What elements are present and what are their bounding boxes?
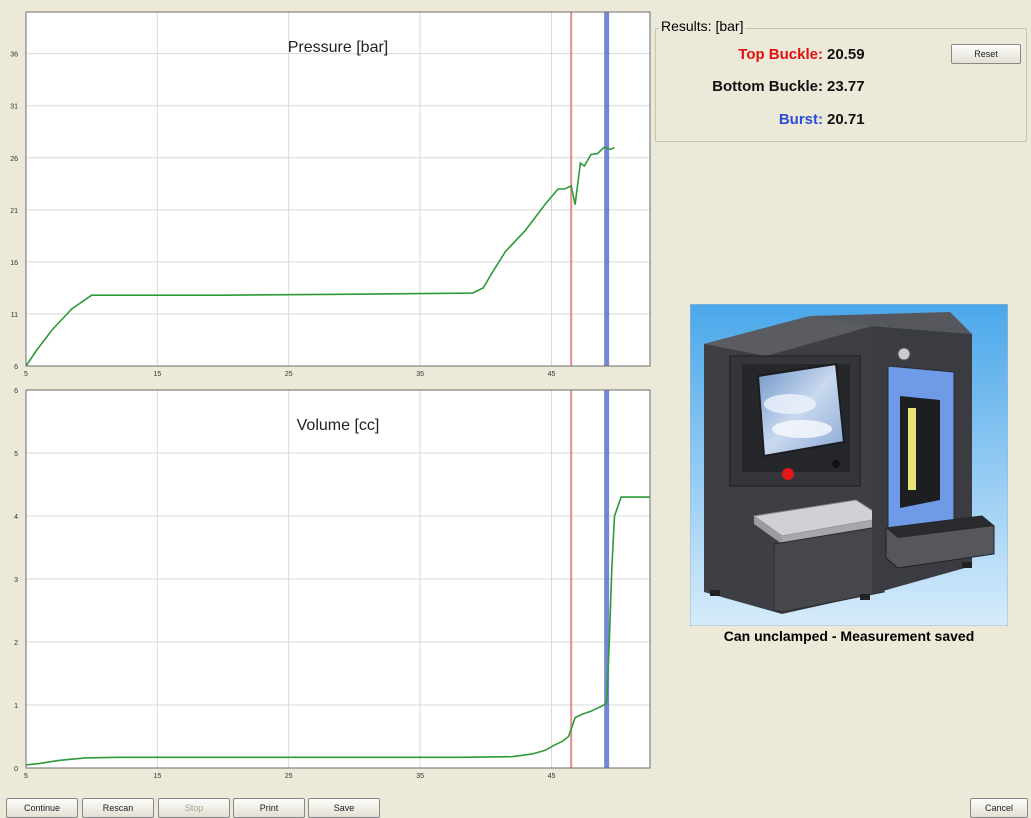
reset-button[interactable]: Reset [951, 44, 1021, 64]
y-tick-label: 26 [10, 156, 18, 163]
rescan-button[interactable]: Rescan [82, 798, 154, 818]
x-tick-label: 5 [24, 371, 28, 378]
x-tick-label: 15 [153, 371, 161, 378]
top-buckle-value: 20.59 [827, 46, 865, 63]
x-tick-label: 35 [416, 371, 424, 378]
data-series-line [25, 146, 615, 367]
x-tick-label: 35 [416, 773, 424, 780]
y-tick-label: 4 [14, 514, 18, 521]
plot-frame [25, 389, 651, 769]
y-tick-label: 2 [14, 640, 18, 647]
top-buckle-label: Top Buckle: [738, 46, 823, 63]
y-tick-label: 31 [10, 104, 18, 111]
y-tick-label: 6 [14, 364, 18, 371]
y-tick-label: 36 [10, 52, 18, 59]
burst-value: 20.71 [827, 111, 865, 128]
continue-button[interactable]: Continue [6, 798, 78, 818]
results-frame [655, 28, 1027, 142]
pressure-chart: 5 15 25 35 45 6 11 16 21 26 31 36 Pressure [bar] [10, 11, 651, 378]
y-tick-label: 6 [14, 388, 18, 395]
burst-row: Burst: 20.71 [655, 111, 885, 133]
y-tick-label: 16 [10, 260, 18, 267]
y-tick-label: 11 [11, 312, 18, 319]
status-message: Can unclamped - Measurement saved [723, 628, 975, 644]
x-tick-label: 15 [153, 773, 161, 780]
results-title: Results: [bar] [659, 18, 746, 34]
plot-area [25, 11, 651, 367]
burst-tester-machine-image [690, 304, 1008, 626]
y-tick-label: 3 [14, 577, 18, 584]
bottom-buckle-row: Bottom Buckle: 23.77 [655, 78, 885, 100]
y-tick-label: 0 [14, 766, 18, 773]
x-tick-label: 25 [285, 773, 293, 780]
y-tick-label: 21 [10, 208, 18, 215]
y-tick-label: 1 [14, 703, 18, 710]
bottom-buckle-value: 23.77 [827, 78, 865, 95]
stop-button[interactable]: Stop [158, 798, 230, 818]
print-button[interactable]: Print [233, 798, 305, 818]
x-tick-label: 5 [24, 773, 28, 780]
x-tick-label: 25 [285, 371, 293, 378]
y-tick-label: 5 [14, 451, 18, 458]
save-button[interactable]: Save [308, 798, 380, 818]
cancel-button[interactable]: Cancel [970, 798, 1028, 818]
top-buckle-row: Top Buckle: 20.59 [655, 46, 885, 68]
results-panel: Results: [bar] Top Buckle: 20.59 Bottom … [655, 18, 1027, 142]
plot-frame [25, 11, 651, 367]
chart-title: Volume [cc] [297, 417, 380, 434]
bottom-buckle-label: Bottom Buckle: [712, 78, 823, 95]
burst-label: Burst: [778, 111, 823, 128]
data-series-line [25, 496, 650, 766]
chart-title: Pressure [bar] [288, 39, 388, 56]
x-tick-label: 45 [548, 773, 556, 780]
x-tick-label: 45 [548, 371, 556, 378]
